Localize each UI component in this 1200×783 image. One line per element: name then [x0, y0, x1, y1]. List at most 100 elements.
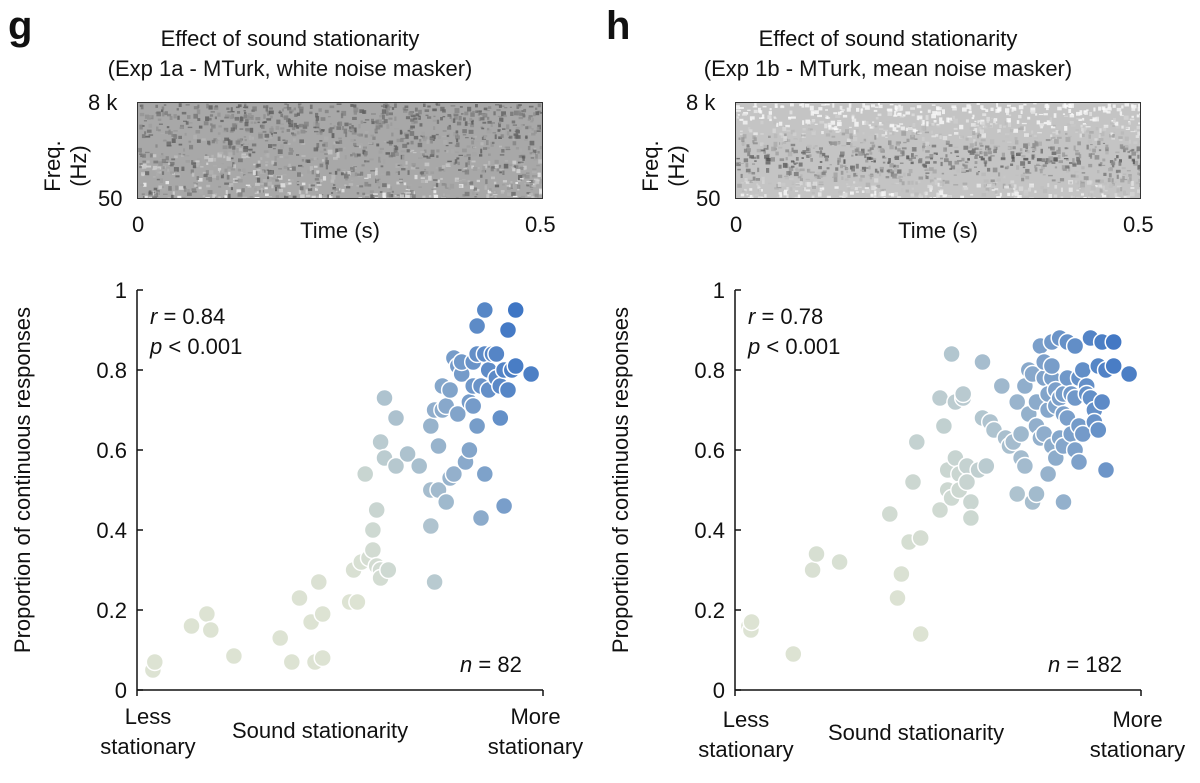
- spectrogram-pixel: [226, 156, 231, 161]
- spectrogram-pixel: [178, 135, 182, 139]
- spectrogram-pixel: [282, 173, 287, 176]
- spectrogram-pixel: [946, 196, 951, 198]
- data-point: [1073, 360, 1093, 380]
- spectrogram-pixel: [1078, 188, 1081, 190]
- x-category-left: Less stationary: [98, 702, 198, 762]
- spectrogram-pixel: [977, 134, 979, 139]
- spectrogram-pixel: [375, 167, 378, 173]
- spectrogram-pixel: [273, 132, 277, 134]
- spectrogram-pixel: [396, 138, 399, 143]
- spectrogram-pixel: [850, 185, 855, 190]
- spectrogram-pixel: [141, 172, 146, 176]
- spectrogram-pixel: [851, 167, 855, 172]
- spectrogram-pixel: [490, 141, 494, 147]
- spectrogram-pixel: [1044, 104, 1050, 108]
- spectrogram-pixel: [493, 111, 496, 116]
- spectrogram-pixel: [445, 145, 449, 147]
- spectrogram-pixel: [773, 141, 778, 147]
- spectrogram-pixel: [1017, 192, 1023, 195]
- spectrogram-pixel: [907, 127, 913, 130]
- spectrogram-pixel: [987, 147, 992, 151]
- spectrogram-pixel: [1093, 197, 1096, 198]
- spectrogram-pixel: [380, 113, 385, 115]
- spectrogram-pixel: [516, 159, 520, 163]
- spectrogram-pixel: [1064, 105, 1067, 109]
- spectrogram-pixel: [420, 135, 425, 139]
- data-point: [363, 520, 383, 540]
- spectrogram-pixel: [238, 158, 243, 163]
- spectrogram-pixel: [837, 160, 840, 165]
- spectrogram-pixel: [1011, 109, 1014, 112]
- spectrogram-pixel: [412, 152, 417, 154]
- spectrogram-pixel: [1129, 191, 1135, 197]
- spectrogram-pixel: [880, 169, 884, 173]
- spectrogram-pixel: [1076, 111, 1081, 116]
- spectrogram-pixel: [230, 107, 233, 112]
- spectrogram-pixel: [255, 117, 261, 121]
- spectrogram-pixel: [152, 165, 158, 170]
- data-point: [977, 456, 996, 476]
- spectrogram-pixel: [1081, 166, 1085, 170]
- spectrogram-pixel: [816, 171, 821, 176]
- spectrogram-pixel: [436, 103, 441, 106]
- spectrogram-pixel: [1012, 106, 1016, 109]
- spectrogram-pixel: [378, 150, 383, 154]
- spectrogram-pixel: [327, 149, 333, 155]
- spectrogram-pixel: [257, 160, 261, 164]
- spectrogram-pixel: [539, 112, 542, 114]
- data-point: [957, 472, 977, 492]
- spectrogram-pixel: [991, 188, 996, 191]
- spectrogram-pixel: [1064, 126, 1068, 131]
- spectrogram-pixel: [245, 119, 249, 123]
- spectrogram-pixel: [889, 131, 895, 136]
- data-point: [313, 648, 332, 668]
- spectrogram-pixel: [1050, 126, 1056, 129]
- spectrogram-pixel: [425, 114, 429, 117]
- spectrogram-ytick-bottom: 50: [98, 186, 123, 211]
- spectrogram-pixel: [1011, 154, 1015, 159]
- spectrogram-pixel: [455, 130, 459, 134]
- spectrogram-pixel: [743, 112, 749, 115]
- spectrogram-pixel: [751, 181, 754, 183]
- spectrogram-pixel: [462, 134, 467, 136]
- spectrogram-pixel: [436, 155, 439, 158]
- spectrogram-pixel: [213, 193, 217, 197]
- spectrogram-pixel: [1103, 182, 1107, 185]
- spectrogram-pixel: [139, 153, 143, 155]
- spectrogram-pixel: [1034, 190, 1037, 193]
- spectrogram-pixel: [1128, 122, 1131, 125]
- spectrogram-pixel: [533, 178, 539, 181]
- spectrogram-pixel: [1078, 154, 1082, 159]
- spectrogram-pixel: [1075, 152, 1081, 156]
- spectrogram-pixel: [833, 177, 838, 182]
- spectrogram-pixel: [140, 184, 144, 186]
- spectrogram-pixel: [525, 135, 528, 139]
- spectrogram-pixel: [981, 108, 986, 111]
- spectrogram-pixel: [374, 128, 378, 134]
- spectrogram-pixel: [467, 106, 472, 112]
- spectrogram-pixel: [319, 129, 323, 134]
- spectrogram-pixel: [487, 166, 491, 168]
- spectrogram-pixel: [155, 169, 160, 173]
- spectrogram-pixel: [1020, 126, 1024, 131]
- spectrogram-pixel: [160, 132, 165, 134]
- spectrogram-pixel: [341, 188, 345, 193]
- spectrogram-pixel: [480, 174, 483, 178]
- spectrogram-pixel: [841, 176, 844, 180]
- spectrogram-pixel: [313, 157, 317, 161]
- spectrogram-pixel: [262, 179, 267, 183]
- chart-title-line2: (Exp 1a - MTurk, white noise masker): [107, 56, 473, 81]
- spectrogram-pixel: [1088, 153, 1092, 157]
- spectrogram-pixel: [485, 147, 490, 149]
- spectrogram-pixel: [365, 196, 370, 198]
- spectrogram-pixel: [411, 149, 415, 152]
- spectrogram-pixel: [537, 172, 541, 178]
- spectrogram-pixel: [501, 149, 505, 153]
- spectrogram-pixel: [1139, 182, 1140, 188]
- spectrogram-pixel: [997, 106, 1002, 112]
- spectrogram-pixel: [984, 162, 987, 167]
- spectrogram-pixel: [1098, 163, 1102, 167]
- spectrogram-pixel: [283, 115, 289, 120]
- spectrogram-pixel: [333, 125, 336, 128]
- spectrogram-pixel: [476, 141, 479, 143]
